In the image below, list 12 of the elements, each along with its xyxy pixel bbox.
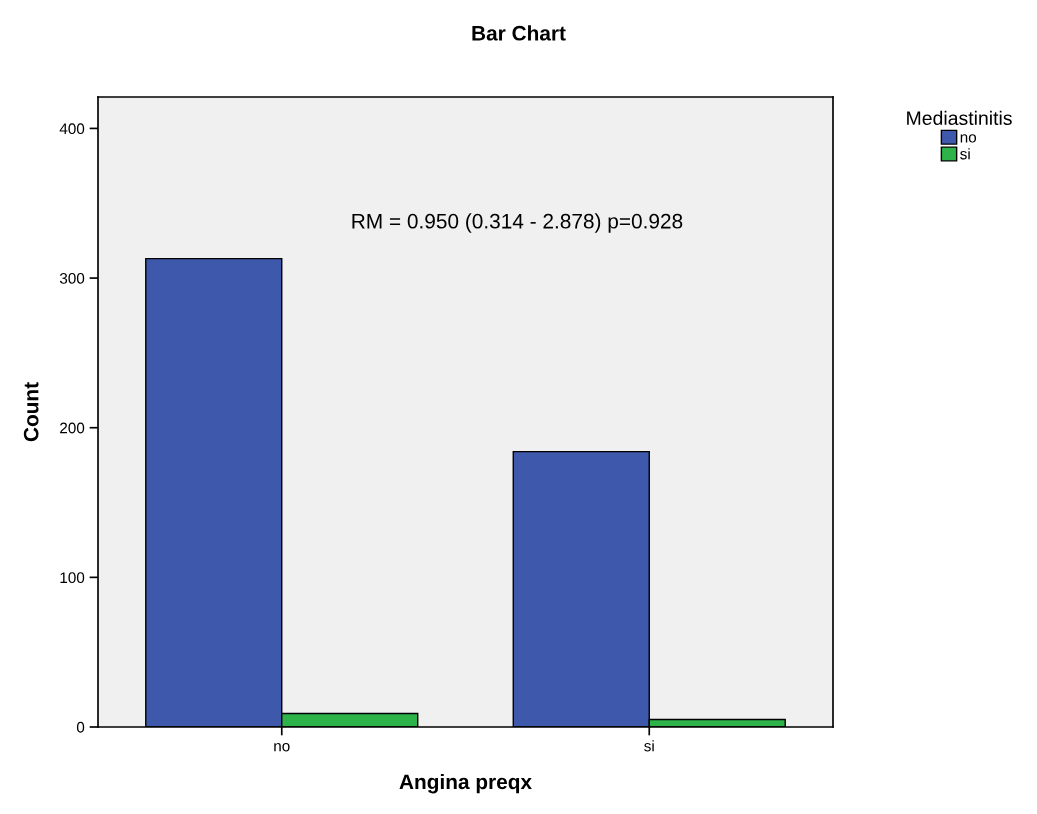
x-axis-title: Angina preqx: [399, 773, 532, 794]
annotation: RM = 0.950 (0.314 - 2.878) p=0.928: [352, 213, 683, 233]
y-tick-label: 300: [59, 272, 85, 284]
y-tick-label: 100: [60, 572, 85, 584]
legend-label: si: [960, 148, 970, 160]
y-tick-label: 0: [76, 721, 85, 733]
legend-label: no: [960, 134, 977, 143]
chart-title: Bar Chart: [472, 25, 566, 41]
y-axis-title: Count: [23, 382, 39, 442]
y-tick-label: 200: [60, 422, 85, 434]
legend-title: Mediastinitis: [907, 110, 1012, 126]
y-tick-label: 400: [59, 123, 85, 135]
